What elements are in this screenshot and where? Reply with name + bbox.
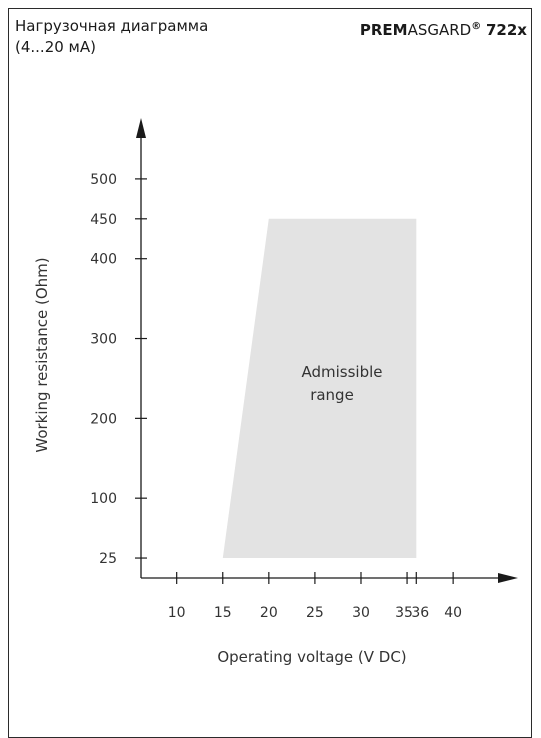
y-tick-label: 450 [90,212,117,228]
y-axis [136,118,146,578]
registered-mark: ® [471,21,482,32]
brand-regular: ASGARD [407,21,472,39]
y-ticks: 25 100 200 300 400 450 500 [90,172,147,567]
y-tick-label: 400 [90,252,117,268]
x-tick-label: 15 [214,605,232,621]
y-tick-label: 500 [90,172,117,188]
y-tick-label: 100 [90,491,117,507]
x-tick-label: 25 [306,605,324,621]
y-tick-label: 300 [90,332,117,348]
y-axis-label: Working resistance (Ohm) [33,257,51,452]
y-tick-label: 25 [99,551,117,567]
x-axis [141,573,518,583]
x-tick-label: 36 [411,605,429,621]
y-axis-arrow [136,118,146,138]
chart-title: Нагрузочная диаграмма (4...20 мА) [15,16,208,58]
x-axis-label: Operating voltage (V DC) [217,648,406,666]
brand-bold: PREM [359,21,408,39]
x-tick-label: 30 [352,605,370,621]
region-label-line2: range [310,386,354,404]
brand-label: PREMASGARD® 722x [360,16,527,41]
x-tick-label: 40 [444,605,462,621]
chart-title-line1: Нагрузочная диаграмма [15,17,209,35]
y-tick-label: 200 [90,411,117,427]
x-tick-label: 35 [395,605,413,621]
x-axis-arrow [498,573,518,583]
x-tick-label: 20 [260,605,278,621]
admissible-range-region [222,218,417,559]
brand-model: 722x [486,21,527,39]
chart-title-line2: (4...20 мА) [15,38,96,56]
x-tick-label: 10 [168,605,186,621]
region-label-line1: Admissible [301,363,382,381]
